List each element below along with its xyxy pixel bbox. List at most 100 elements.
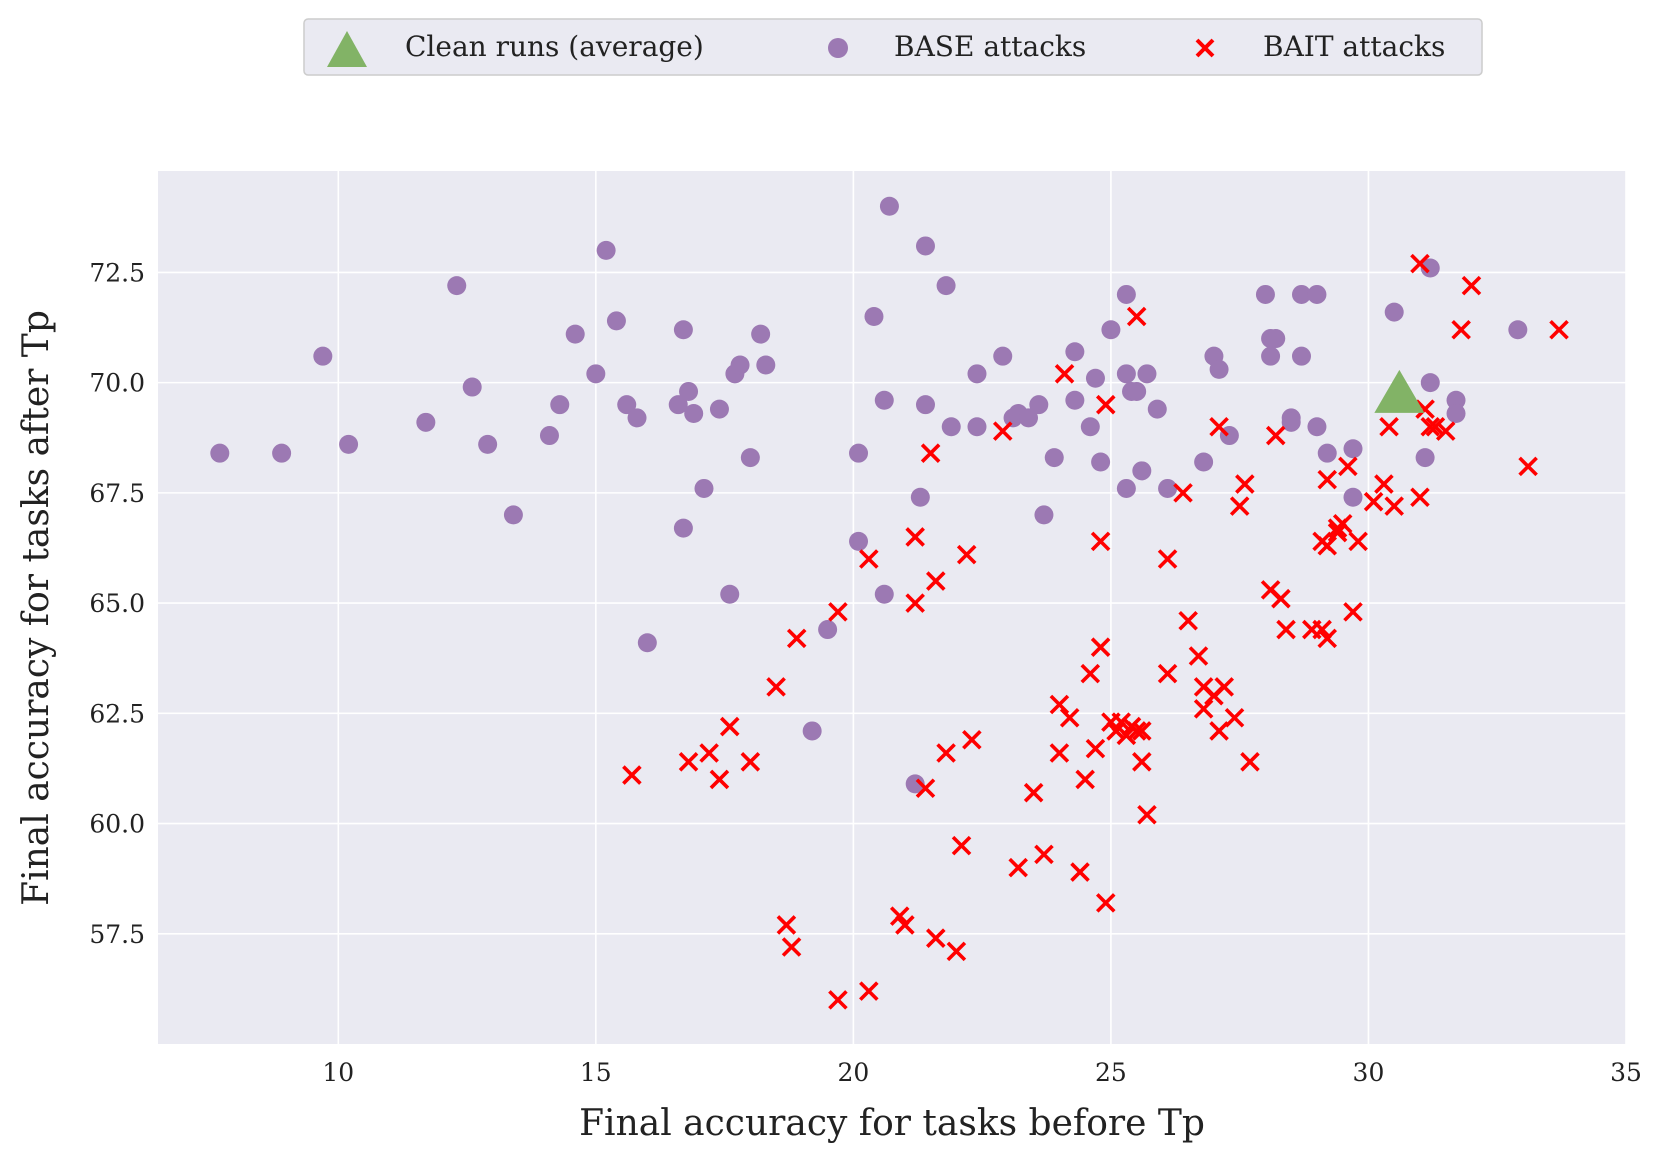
bait-attack-point bbox=[1106, 721, 1126, 741]
bait-attack-point bbox=[678, 752, 699, 772]
base-attack-point bbox=[416, 412, 436, 432]
base-attack-point bbox=[1420, 373, 1440, 393]
base-attack-point bbox=[756, 355, 776, 375]
base-attack-point bbox=[1317, 443, 1337, 463]
base-attack-point bbox=[818, 620, 838, 640]
bait-attack-point bbox=[1157, 549, 1178, 569]
legend-marker-clean bbox=[327, 31, 367, 67]
base-attack-point bbox=[879, 196, 899, 216]
bait-attack-point bbox=[740, 752, 761, 772]
base-attack-point bbox=[679, 381, 699, 401]
base-attack-point bbox=[462, 377, 482, 397]
base-attack-point bbox=[910, 487, 930, 507]
bait-attack-point bbox=[1214, 677, 1235, 697]
x-tick-label: 25 bbox=[1095, 1058, 1127, 1087]
grid-lines bbox=[158, 171, 1627, 1044]
legend-marker-bait bbox=[1195, 38, 1215, 58]
base-attack-point bbox=[1147, 399, 1167, 419]
bait-attack-point bbox=[1049, 743, 1070, 763]
bait-attack-point bbox=[1034, 844, 1054, 865]
base-attack-point bbox=[1261, 346, 1281, 366]
bait-attack-point bbox=[1126, 721, 1147, 741]
y-tick-label: 72.5 bbox=[89, 258, 145, 287]
base-attack-point bbox=[339, 434, 359, 454]
bait-attack-point bbox=[1312, 619, 1332, 640]
base-attack-point bbox=[1420, 258, 1440, 278]
x-tick-label: 15 bbox=[580, 1058, 612, 1087]
base-attack-point bbox=[1029, 395, 1049, 415]
base-attack-point bbox=[1116, 478, 1136, 498]
x-tick-label: 20 bbox=[837, 1058, 869, 1087]
bait-attack-point bbox=[1265, 425, 1286, 446]
base-attack-point bbox=[915, 236, 935, 256]
bait-attack-point bbox=[956, 544, 977, 565]
base-attack-point bbox=[210, 443, 230, 463]
base-attack-point bbox=[1044, 448, 1064, 468]
bait-attack-point bbox=[1080, 663, 1101, 684]
bait-attack-point bbox=[1425, 416, 1446, 437]
bait-attack-point bbox=[1173, 483, 1193, 503]
base-attack-point bbox=[694, 478, 714, 498]
y-tick-label: 62.5 bbox=[89, 699, 145, 728]
base-attack-point bbox=[1065, 390, 1085, 410]
bait-attack-point bbox=[1209, 416, 1229, 437]
legend-label-bait: BAIT attacks bbox=[1263, 30, 1445, 63]
bait-attack-point bbox=[1229, 496, 1250, 516]
bait-attack-point bbox=[926, 571, 946, 591]
bait-attack-point bbox=[1379, 416, 1399, 437]
y-tick-label: 65.0 bbox=[89, 589, 145, 618]
bait-attack-point bbox=[1348, 531, 1368, 552]
base-attack-point bbox=[849, 443, 869, 463]
bait-attack-point bbox=[1070, 862, 1090, 882]
base-attack-point bbox=[313, 346, 333, 366]
bait-attack-point bbox=[992, 421, 1013, 441]
base-attack-point bbox=[1034, 505, 1054, 525]
base-attack-point bbox=[684, 404, 704, 423]
bait-attack-point bbox=[1075, 769, 1095, 790]
bait-attack-point bbox=[1059, 707, 1080, 728]
bait-attack-point bbox=[1095, 893, 1116, 913]
bait-attack-point bbox=[786, 628, 807, 649]
base-attack-point bbox=[272, 443, 292, 463]
bait-attack-point bbox=[936, 743, 956, 763]
bait-attack-point bbox=[946, 941, 967, 962]
base-attack-point bbox=[1127, 381, 1147, 401]
bait-attack-point bbox=[1410, 487, 1430, 508]
bait-attack-point bbox=[1116, 725, 1137, 746]
base-attack-point bbox=[1209, 359, 1229, 379]
bait-attack-point bbox=[1518, 456, 1538, 477]
base-attack-point bbox=[447, 276, 467, 296]
bait-attack-point bbox=[859, 981, 879, 1001]
base-attack-point bbox=[941, 417, 961, 437]
legend-label-clean: Clean runs (average) bbox=[405, 30, 704, 63]
bait-attack-point bbox=[1157, 663, 1178, 684]
base-attack-point bbox=[1384, 302, 1404, 322]
bait-attack-point bbox=[1374, 474, 1394, 494]
base-attack-point bbox=[1446, 404, 1466, 423]
base-attack-point bbox=[936, 276, 956, 296]
base-attack-point bbox=[637, 633, 657, 653]
x-tick-label: 10 bbox=[322, 1058, 354, 1087]
bait-attack-point bbox=[719, 716, 740, 737]
bait-attack-point bbox=[1327, 522, 1348, 543]
x-tick-labels: 10 15 20 25 30 35 bbox=[322, 1058, 1642, 1087]
bait-attack-point bbox=[766, 677, 786, 697]
bait-attack-point bbox=[895, 915, 915, 935]
base-attack-point bbox=[967, 417, 987, 437]
base-attack-point bbox=[1343, 487, 1363, 507]
bait-attack-point bbox=[1240, 752, 1260, 772]
base-attack-point bbox=[627, 408, 647, 428]
clean-run-point bbox=[1374, 369, 1425, 413]
base-attack-point bbox=[1307, 284, 1327, 304]
base-attack-point bbox=[1065, 342, 1085, 362]
bait-attack-point bbox=[1090, 637, 1111, 657]
bait-attack-point bbox=[1132, 752, 1152, 772]
y-tick-labels: 57.5 60.0 62.5 65.0 67.5 70.0 72.5 bbox=[89, 258, 145, 948]
bait-attack-point bbox=[1271, 588, 1291, 609]
bait-attack-point bbox=[1188, 646, 1209, 666]
base-attack-point bbox=[668, 395, 688, 415]
bait-attack-point bbox=[1095, 394, 1116, 415]
base-attack-point bbox=[539, 426, 559, 446]
base-attack-point bbox=[915, 395, 935, 415]
